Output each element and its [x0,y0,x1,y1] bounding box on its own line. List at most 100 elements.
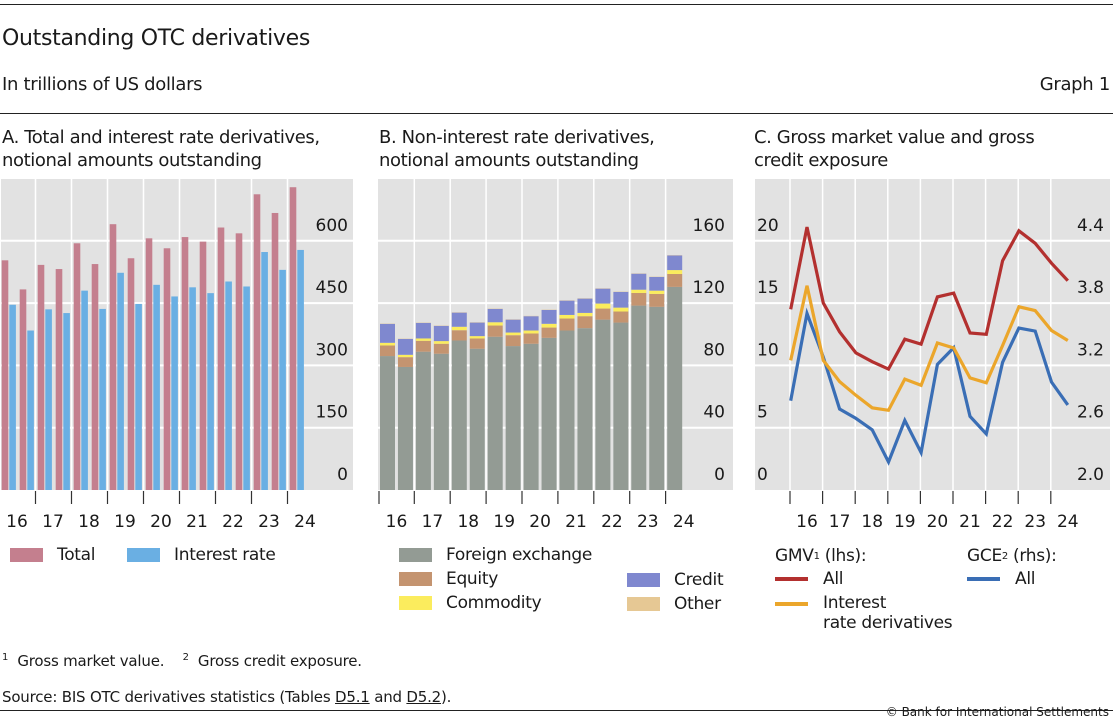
panel-c-x-tick-label: 18 [861,512,883,532]
panel-b-x-tick-label: 23 [637,512,659,532]
source-link-d5-2[interactable]: D5.2 [406,688,442,706]
panel-a-y-tick-label: 150 [316,403,348,423]
panel-c-y-tick-label: 0 [757,465,768,485]
gmv-axis-label: (lhs): [819,546,867,566]
panel-a-title-line2: notional amounts outstanding [2,150,262,171]
copyright: © Bank for International Settlements [885,705,1109,719]
panel-a-x-tick-label: 21 [186,512,208,532]
bar-segment-fx [523,343,539,490]
bar-segment-credit [380,323,395,343]
bar-segment-fx [559,330,575,490]
bar-segment-fx [505,346,521,490]
panel-a-x-tick-label: 16 [6,512,28,532]
panel-c-x-tick-label: 17 [829,512,851,532]
legend-label-interest-rate: Interest rate [174,545,276,565]
bar-segment-credit [541,309,557,324]
gce-footnote-mark: 2 [1001,550,1008,562]
panel-b-title-line1: B. Non-interest rate derivatives, [379,127,655,148]
legend-item-fx: Foreign exchange [399,545,592,565]
bar-total [73,243,81,490]
bar-segment-fx [577,328,593,490]
panel-a-x-tick-label: 24 [294,512,316,532]
bar-segment-commodity [577,312,593,317]
legend-item-credit: Credit [627,570,724,590]
legend-swatch-other [627,597,660,611]
panel-c-x-tick-label: 19 [894,512,916,532]
bar-segment-credit [505,319,521,333]
legend-gmv-header: GMV 1 (lhs): [775,546,867,566]
legend-swatch-interest-rate [127,548,160,562]
panel-c-y-tick-label: 5 [757,403,768,423]
bar-segment-equity [523,333,539,344]
legend-item-gce-all: All [967,569,1035,589]
panel-c-title-line2: credit exposure [754,150,888,171]
panel-c-y-tick-label-rhs: 4.4 [1077,216,1104,236]
gce-label: GCE [967,546,1002,566]
bar-total [109,224,117,490]
bar-total [217,227,225,490]
legend-label-gce-all: All [1015,569,1036,589]
source-mid: and [369,688,407,706]
panel-c-y-tick-label: 10 [757,340,779,360]
legend-item-other: Other [627,594,721,614]
bar-segment-commodity [469,336,485,339]
bar-segment-fx [649,306,665,490]
bar-segment-equity [577,316,593,329]
panel-a-y-tick-label: 450 [316,278,348,298]
bar-total [181,237,189,490]
panel-b-chart: 0 40 80 120 160 16 17 18 19 20 21 22 23 24 [378,179,733,532]
bar-segment-equity [559,318,575,331]
legend-item-interest-rate: Interest rate [127,545,276,565]
legend-item-commodity: Commodity [399,593,542,613]
bar-total [19,289,27,490]
bar-total [163,248,171,490]
bar-segment-fx [631,305,647,490]
bar-interest-rate [261,252,268,490]
bar-segment-fx [487,336,503,490]
legend-label-gmv-ir-line1: Interest [823,593,887,613]
source-note: Source: BIS OTC derivatives statistics (… [2,688,451,706]
bar-interest-rate [117,272,124,490]
header-rule [0,113,1113,114]
bar-segment-commodity [397,354,413,358]
panel-c-title: C. Gross market value and gross credit e… [754,126,1035,172]
bar-segment-equity [487,325,503,337]
bar-segment-fx [451,340,467,490]
panel-c-title-line1: C. Gross market value and gross [754,127,1035,148]
bar-segment-fx [541,337,557,490]
bar-interest-rate [225,281,232,490]
legend-line-gmv-all [775,577,808,581]
panel-b-x-tick-label: 22 [601,512,623,532]
bar-segment-equity [433,343,449,354]
bar-segment-equity [505,335,521,347]
bar-segment-commodity [649,290,665,294]
footnote-1-text: Gross market value. [17,652,165,670]
bar-segment-commodity [433,341,449,344]
bar-segment-commodity [380,342,395,346]
bar-total [127,258,135,490]
bar-segment-credit [667,255,683,271]
bar-total [37,264,45,490]
legend-label-other: Other [674,594,721,614]
bar-segment-equity [541,327,557,338]
bar-interest-rate [171,296,178,490]
bar-interest-rate [63,313,70,490]
panel-a-chart: 0 150 300 450 600 16 17 18 19 20 21 22 23 24 [1,179,353,532]
legend-label-equity: Equity [446,569,498,589]
bar-total [55,269,63,490]
legend-swatch-equity [399,572,432,586]
panel-a-x-tick-label: 18 [78,512,100,532]
bar-segment-fx [415,351,431,490]
gmv-footnote-mark: 1 [813,550,820,562]
bar-segment-fx [667,286,683,490]
bar-segment-equity [415,340,431,352]
source-suffix: ). [441,688,452,706]
bar-interest-rate [189,287,196,490]
bar-segment-credit [613,291,629,308]
panel-b-x-tick-label: 16 [386,512,408,532]
bar-segment-credit [397,338,413,355]
panel-b-title-line2: notional amounts outstanding [379,150,639,171]
legend-item-gmv-all: All [775,569,843,589]
legend-line-gmv-ir [775,602,808,606]
source-link-d5-1[interactable]: D5.1 [335,688,370,706]
